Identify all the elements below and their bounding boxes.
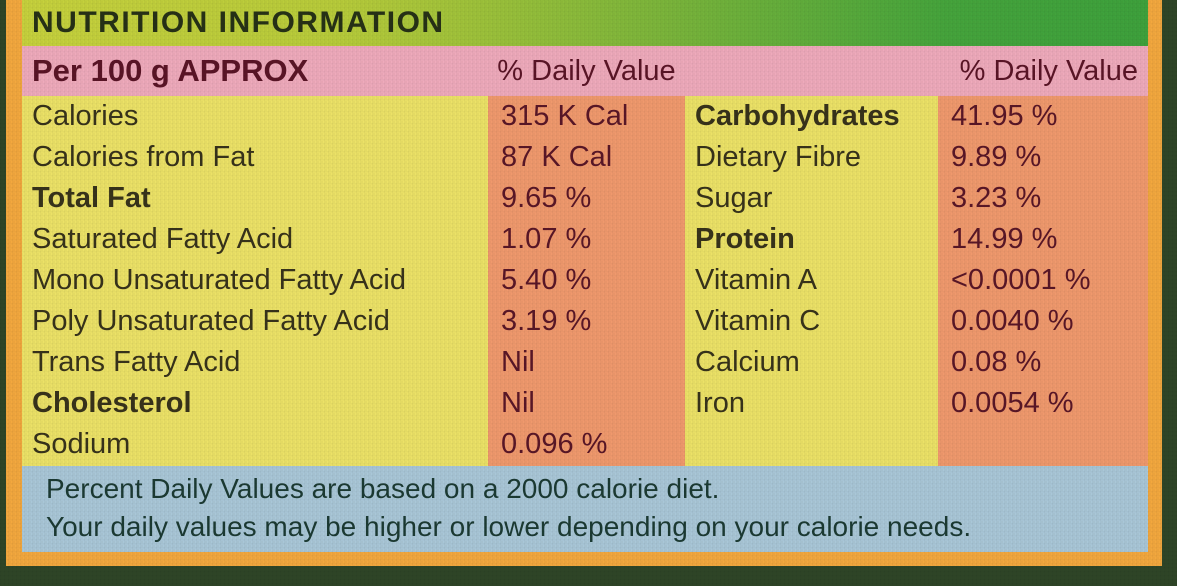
nutrient-name: Calcium bbox=[695, 346, 800, 378]
header-spacer bbox=[685, 46, 938, 96]
nutrient-value: 41.95 % bbox=[951, 100, 1058, 132]
nutrient-name: Vitamin A bbox=[695, 264, 817, 296]
daily-value-header-right: % Daily Value bbox=[959, 54, 1138, 87]
nutrient-name: Sugar bbox=[695, 182, 773, 214]
left-nutrient-names-column: Calories Calories from Fat Total Fat Sat… bbox=[22, 96, 488, 466]
nutrition-label: NUTRITION INFORMATION Per 100 g APPROX %… bbox=[6, 0, 1162, 566]
serving-size-label: Per 100 g APPROX bbox=[32, 53, 309, 88]
nutrient-name: Dietary Fibre bbox=[695, 141, 861, 173]
nutrient-value: Nil bbox=[501, 346, 535, 378]
nutrition-title: NUTRITION INFORMATION bbox=[32, 6, 445, 39]
title-band: NUTRITION INFORMATION bbox=[22, 0, 1148, 46]
nutrient-name: Sodium bbox=[32, 428, 131, 460]
nutrient-value: 14.99 % bbox=[951, 223, 1058, 255]
nutrient-value: 87 K Cal bbox=[501, 141, 613, 173]
nutrient-value: 1.07 % bbox=[501, 223, 592, 255]
nutrient-value: 0.096 % bbox=[501, 428, 608, 460]
nutrient-value: Nil bbox=[501, 387, 535, 419]
nutrient-name: Calories bbox=[32, 100, 139, 132]
table-header-row: Per 100 g APPROX % Daily Value % Daily V… bbox=[22, 46, 1148, 96]
nutrient-name: Total Fat bbox=[32, 182, 151, 214]
nutrient-value: 315 K Cal bbox=[501, 100, 629, 132]
footnote-line-1: Percent Daily Values are based on a 2000… bbox=[46, 473, 720, 504]
right-values-column: 41.95 % 9.89 % 3.23 % 14.99 % <0.0001 % … bbox=[938, 96, 1148, 466]
nutrient-name: Trans Fatty Acid bbox=[32, 346, 241, 378]
left-values-column: 315 K Cal 87 K Cal 9.65 % 1.07 % 5.40 % … bbox=[488, 96, 685, 466]
nutrient-name: Calories from Fat bbox=[32, 141, 255, 173]
nutrient-name: Mono Unsaturated Fatty Acid bbox=[32, 264, 406, 296]
nutrient-value: <0.0001 % bbox=[951, 264, 1091, 296]
nutrient-value: 5.40 % bbox=[501, 264, 592, 296]
nutrient-value: 0.08 % bbox=[951, 346, 1042, 378]
nutrient-value: 3.19 % bbox=[501, 305, 592, 337]
nutrient-name: Iron bbox=[695, 387, 745, 419]
nutrient-value: 0.0054 % bbox=[951, 387, 1074, 419]
nutrient-name: Saturated Fatty Acid bbox=[32, 223, 294, 255]
footnote-line-2: Your daily values may be higher or lower… bbox=[46, 511, 972, 542]
right-nutrient-names-column: Carbohydrates Dietary Fibre Sugar Protei… bbox=[685, 96, 938, 466]
nutrient-name: Poly Unsaturated Fatty Acid bbox=[32, 305, 390, 337]
nutrient-value: 3.23 % bbox=[951, 182, 1042, 214]
nutrient-name: Vitamin C bbox=[695, 305, 821, 337]
nutrient-name: Carbohydrates bbox=[695, 100, 900, 132]
nutrient-value: 0.0040 % bbox=[951, 305, 1074, 337]
nutrient-name: Cholesterol bbox=[32, 387, 192, 419]
nutrient-name: Protein bbox=[695, 223, 795, 255]
nutrition-table: Calories Calories from Fat Total Fat Sat… bbox=[22, 96, 1148, 466]
nutrient-value: 9.89 % bbox=[951, 141, 1042, 173]
daily-value-footnote: Percent Daily Values are based on a 2000… bbox=[22, 466, 1148, 552]
nutrient-value: 9.65 % bbox=[501, 182, 592, 214]
daily-value-header-left: % Daily Value bbox=[497, 54, 676, 87]
